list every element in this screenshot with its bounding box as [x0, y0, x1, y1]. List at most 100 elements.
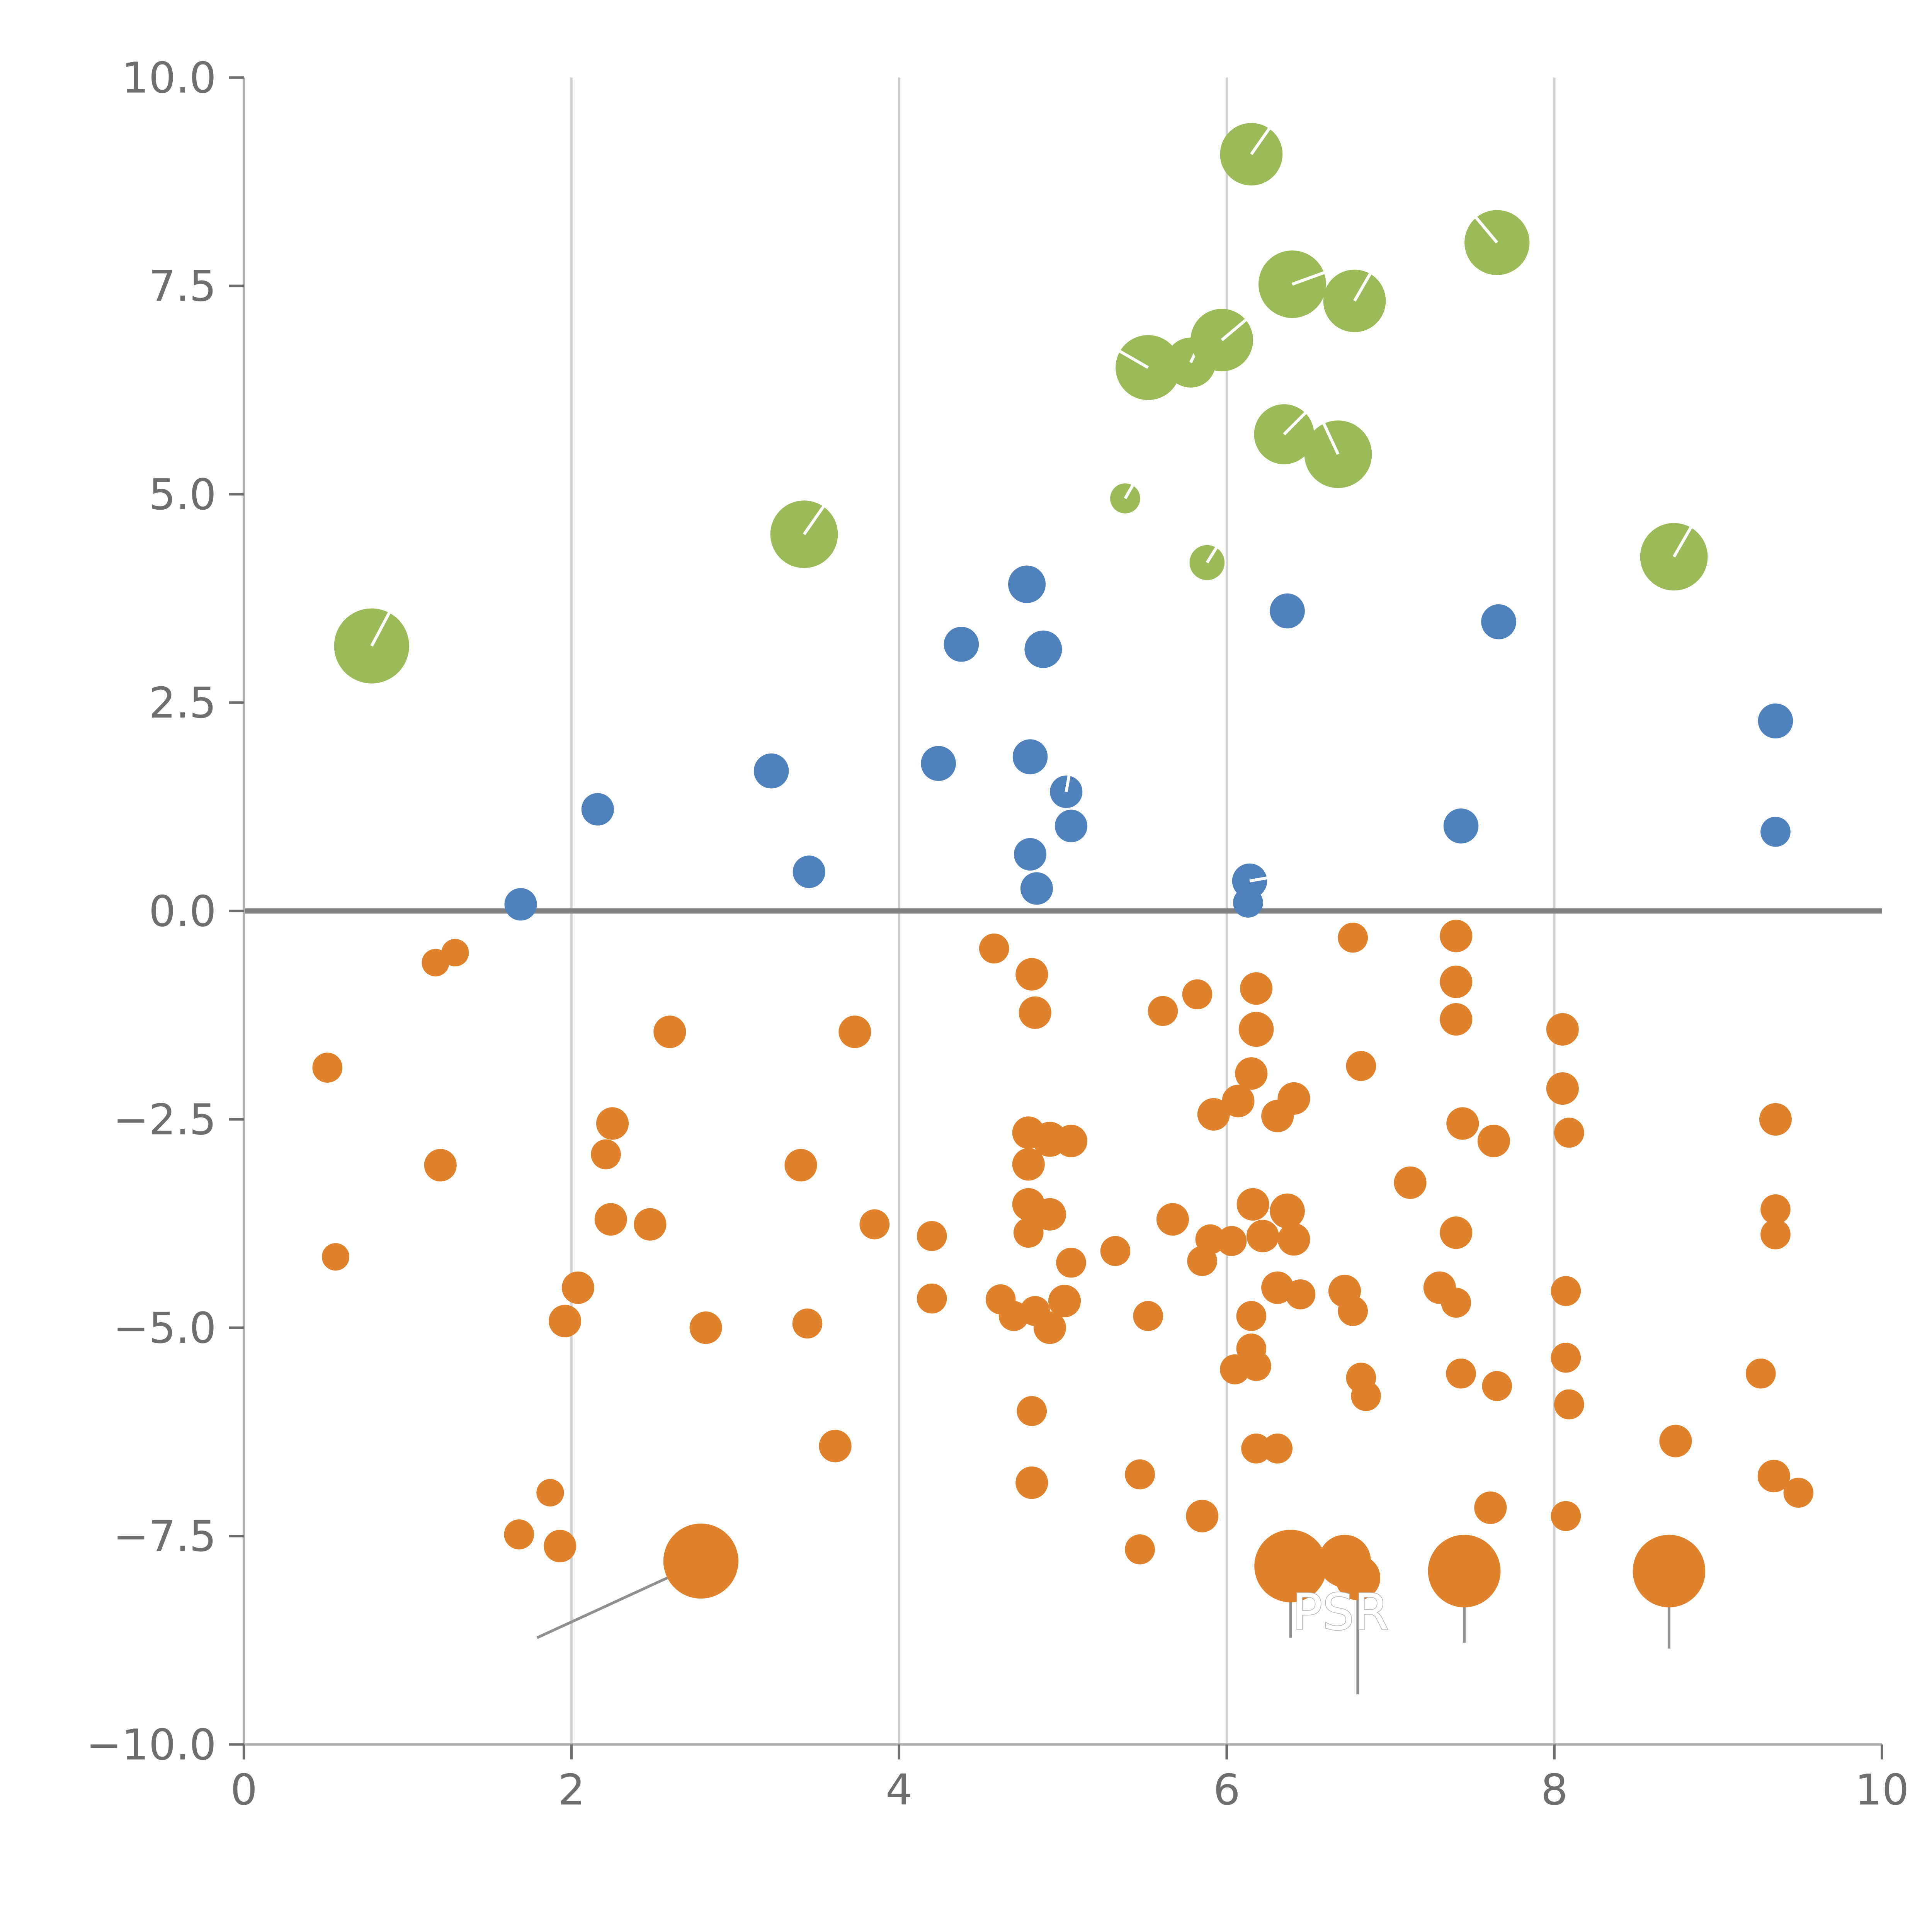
annotation-line [536, 1566, 690, 1639]
orange-bubble [917, 1221, 947, 1251]
orange-bubble [1546, 1013, 1579, 1046]
orange-bubble [1197, 1098, 1230, 1131]
orange-bubble [1745, 1358, 1776, 1389]
orange-bubble [1440, 1003, 1473, 1036]
orange-bubble [1013, 1218, 1044, 1248]
orange-bubble [792, 1308, 823, 1339]
orange-bubble [1440, 965, 1473, 998]
orange-bubble [1760, 1194, 1791, 1225]
orange-bubble [917, 1283, 947, 1314]
orange-bubble [1240, 972, 1273, 1005]
orange-bubble [1440, 920, 1473, 952]
blue-bubble-slice-line [1249, 876, 1267, 883]
orange-bubble [1015, 1466, 1048, 1499]
blue-bubble [1024, 630, 1062, 668]
orange-bubble [859, 1209, 890, 1240]
orange-bubble [1546, 1072, 1579, 1105]
orange-bubble [838, 1015, 871, 1048]
orange-bubble [689, 1311, 722, 1344]
orange-bubble [1285, 1279, 1316, 1310]
orange-bubble [441, 939, 469, 967]
green-bubble-slice-line [1353, 273, 1372, 302]
orange-bubble [1335, 1555, 1381, 1600]
orange-bubble [1783, 1478, 1814, 1508]
orange-bubble [1235, 1057, 1268, 1090]
blue-bubble [1020, 872, 1053, 905]
orange-bubble [1156, 1203, 1189, 1236]
orange-bubble [1033, 1198, 1066, 1231]
orange-bubble [424, 1149, 457, 1182]
x-tick-label: 2 [558, 1765, 585, 1815]
orange-bubble [1238, 1012, 1274, 1047]
orange-bubble [536, 1479, 564, 1507]
orange-bubble [1236, 1188, 1269, 1221]
orange-bubble [1056, 1248, 1086, 1278]
blue-bubble [1012, 739, 1048, 774]
x-tick-label: 8 [1541, 1765, 1568, 1815]
orange-bubble [1659, 1425, 1692, 1458]
y-tick-label: −10.0 [86, 1720, 216, 1769]
blue-bubble [1760, 816, 1791, 847]
y-tick-label: −7.5 [113, 1512, 216, 1561]
orange-bubble [1236, 1301, 1267, 1331]
orange-bubble [561, 1271, 594, 1304]
orange-bubble [1551, 1501, 1581, 1531]
orange-bubble [1554, 1117, 1584, 1148]
orange-bubble [1446, 1358, 1476, 1389]
orange-bubble [1019, 996, 1051, 1029]
orange-bubble [819, 1430, 852, 1463]
orange-bubble [1554, 1389, 1584, 1420]
orange-bubble [591, 1139, 621, 1170]
orange-bubble [1186, 1500, 1219, 1532]
orange-bubble [1125, 1459, 1155, 1490]
blue-bubble-slice-line [1065, 776, 1071, 792]
blue-bubble [1270, 593, 1305, 629]
green-bubble-slice-line [1322, 423, 1340, 455]
y-tick-label: 0.0 [149, 886, 216, 936]
x-tick-label: 4 [886, 1765, 913, 1815]
orange-bubble [1440, 1216, 1473, 1249]
y-tick-label: 5.0 [149, 470, 216, 519]
orange-bubble [1100, 1236, 1131, 1266]
blue-bubble [1008, 565, 1046, 603]
blue-bubble [1758, 703, 1793, 739]
green-bubble-slice-line [1124, 485, 1134, 499]
y-tick-label: 7.5 [149, 262, 216, 311]
green-bubble-slice-line [370, 612, 391, 647]
orange-bubble [653, 1015, 686, 1048]
y-tick-label: 2.5 [149, 678, 216, 728]
y-tick-label: −5.0 [113, 1303, 216, 1353]
orange-bubble [1148, 996, 1178, 1026]
orange-bubble [1482, 1371, 1512, 1401]
green-bubble [1258, 250, 1326, 318]
y-tick-label: −2.5 [113, 1095, 216, 1145]
orange-bubble [1760, 1219, 1791, 1250]
orange-bubble [1346, 1051, 1376, 1081]
blue-bubble [944, 627, 979, 662]
orange-bubble [1551, 1276, 1581, 1306]
x-tick-label: 10 [1855, 1765, 1909, 1815]
orange-bubble [596, 1107, 629, 1140]
orange-bubble [1441, 1287, 1471, 1318]
green-bubble-slice-line [1292, 271, 1325, 286]
orange-bubble [1241, 1434, 1271, 1464]
green-bubble-slice-line [803, 505, 825, 535]
orange-bubble [1015, 958, 1048, 991]
orange-bubble [1446, 1107, 1479, 1140]
orange-bubble [979, 933, 1009, 964]
green-bubble-slice-line [1206, 547, 1218, 564]
orange-bubble [1241, 1351, 1271, 1381]
green-bubble-slice-line [1672, 527, 1692, 558]
blue-bubble [581, 793, 614, 826]
orange-bubble [1270, 1193, 1305, 1229]
blue-bubble [1054, 810, 1088, 842]
orange-bubble [1054, 1124, 1088, 1157]
green-bubble-slice-line [1119, 350, 1149, 369]
orange-bubble [548, 1304, 582, 1337]
orange-bubble [1133, 1301, 1163, 1331]
orange-bubble [1633, 1535, 1706, 1607]
orange-bubble [1262, 1434, 1293, 1464]
orange-bubble [1125, 1534, 1155, 1565]
orange-bubble [504, 1519, 534, 1549]
